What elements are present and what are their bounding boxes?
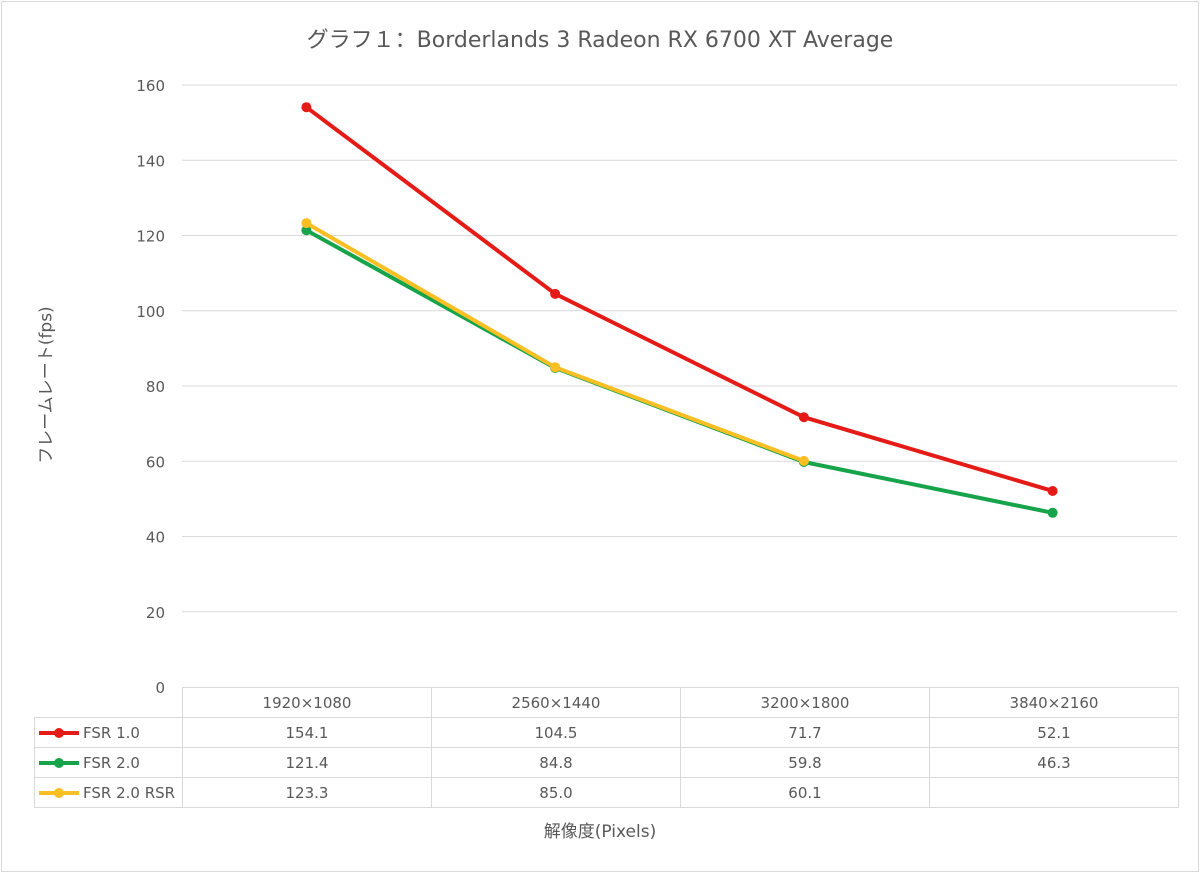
category-label: 3840×2160 [929,687,1179,718]
x-axis-label: 解像度(Pixels) [543,822,657,842]
category-label: 2560×1440 [431,687,681,718]
data-point [798,412,809,423]
y-tick-label: 80 [146,378,165,396]
data-table-row-fsr10: FSR 1.0 154.1 104.5 71.7 52.1 [34,717,1179,748]
y-tick-label: 100 [136,303,165,321]
data-cell: 71.7 [680,717,930,748]
legend-key-fsr10 [39,728,79,738]
series-line [304,221,806,463]
y-tick-label: 140 [136,152,165,170]
data-point [301,225,312,236]
y-tick-label: 0 [155,679,165,697]
data-table-row-fsr20-rsr: FSR 2.0 RSR 123.3 85.0 60.1 [34,777,1179,808]
legend-entry-fsr20: FSR 2.0 [34,747,183,778]
data-cell: 46.3 [929,747,1179,778]
data-table-row-fsr20: FSR 2.0 121.4 84.8 59.8 46.3 [34,747,1179,778]
legend-key-fsr20-rsr [39,788,79,798]
y-tick-label: 120 [136,228,165,246]
series-line [304,105,1055,493]
series-line [304,228,1055,515]
series-name: FSR 1.0 [83,723,140,742]
data-cell: 59.8 [680,747,930,778]
chart-title: グラフ１：Borderlands 3 Radeon RX 6700 XT Ave… [306,28,894,53]
data-cell: 121.4 [182,747,432,778]
y-tick-label: 40 [146,529,165,547]
y-tick-label: 60 [146,453,165,471]
legend-entry-fsr20-rsr: FSR 2.0 RSR [34,777,183,808]
data-cell: 52.1 [929,717,1179,748]
data-point [1047,507,1058,518]
data-cell: 123.3 [182,777,432,808]
data-cell: 60.1 [680,777,930,808]
data-cell: 154.1 [182,717,432,748]
y-tick-label: 20 [146,604,165,622]
data-table-corner [35,688,183,718]
data-cell: 85.0 [431,777,681,808]
data-point [550,362,561,373]
y-tick-label: 160 [136,77,165,95]
data-cell [929,777,1179,808]
data-table: 1920×1080 2560×1440 3200×1800 3840×2160 … [34,687,1179,808]
legend-key-fsr20 [39,758,79,768]
data-point [550,288,561,299]
data-point [301,102,312,113]
legend-entry-fsr10: FSR 1.0 [34,717,183,748]
series-name: FSR 2.0 RSR [83,783,176,802]
data-point [1047,485,1058,496]
series-name: FSR 2.0 [83,753,140,772]
category-label: 1920×1080 [182,687,432,718]
category-label: 3200×1800 [680,687,930,718]
data-point [798,455,809,466]
data-table-header-row: 1920×1080 2560×1440 3200×1800 3840×2160 [35,687,1179,718]
data-cell: 104.5 [431,717,681,748]
data-point [301,218,312,229]
data-cell: 84.8 [431,747,681,778]
